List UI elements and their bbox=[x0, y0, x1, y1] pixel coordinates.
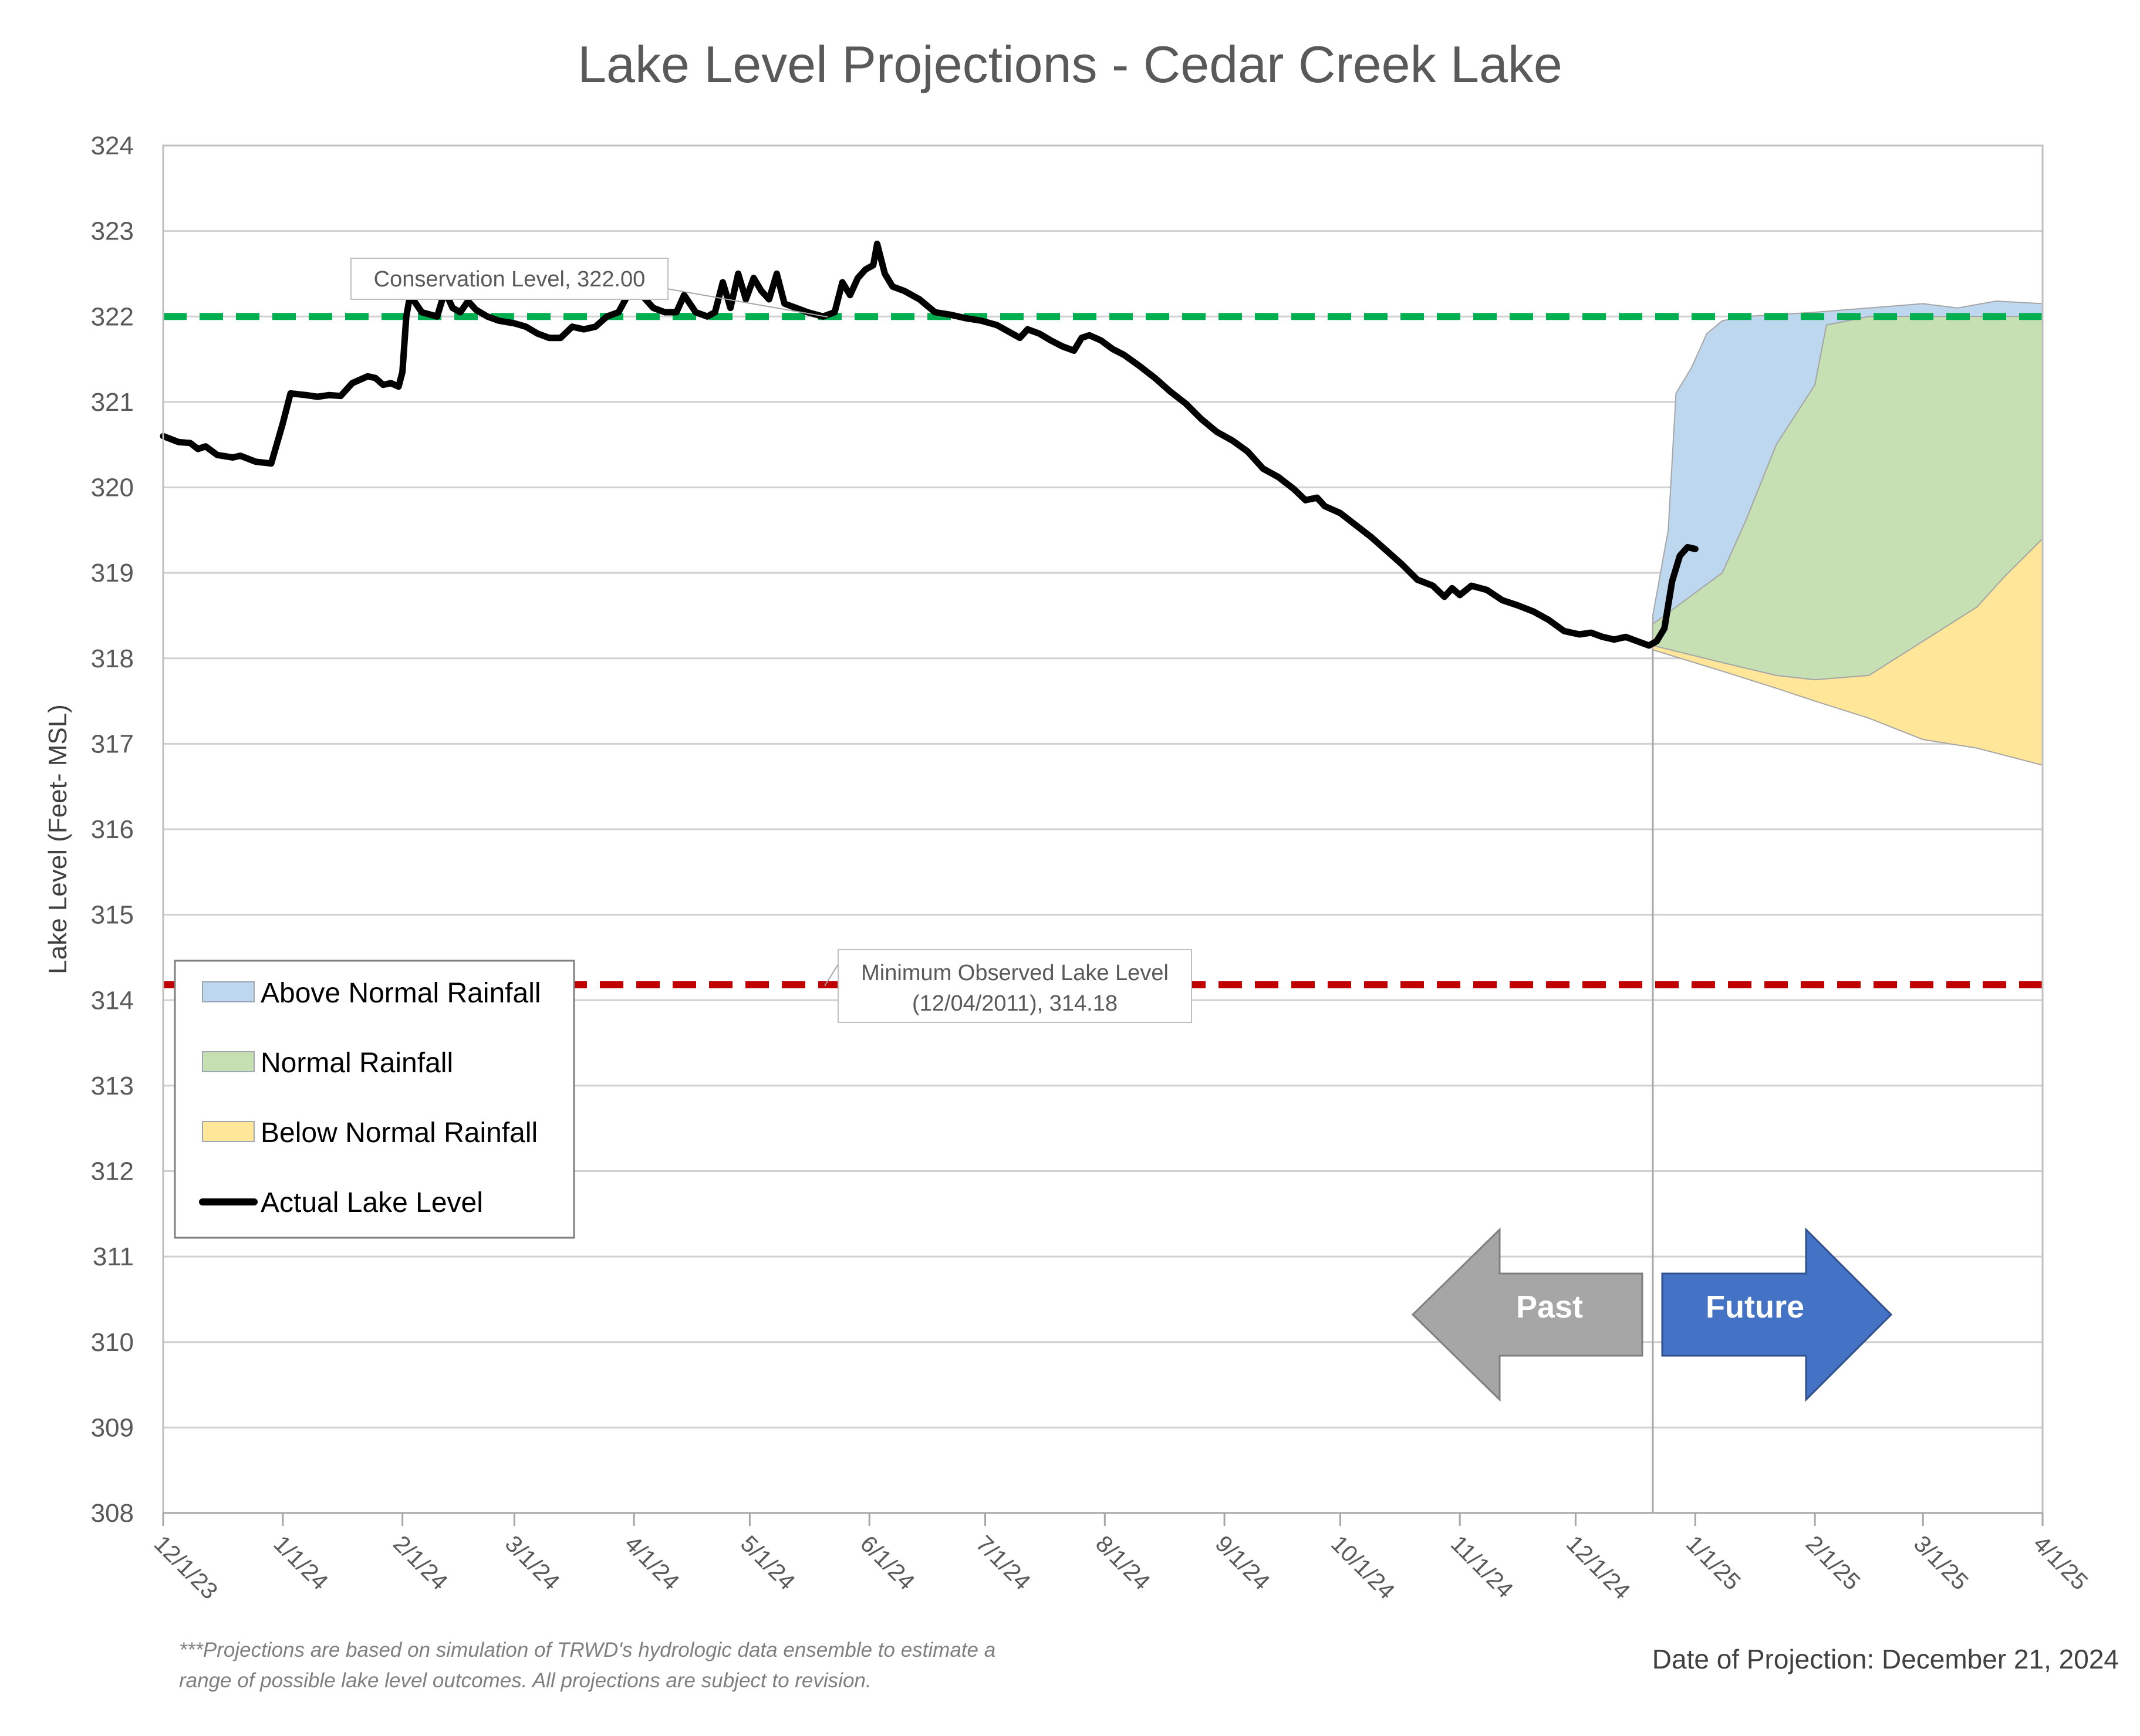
conservation-callout: Conservation Level, 322.00 bbox=[350, 258, 828, 318]
legend-swatch-normal bbox=[202, 1051, 255, 1072]
legend-label-below-normal: Below Normal Rainfall bbox=[261, 1117, 538, 1149]
y-tick-labels: 308 309 310 311 312 313 314 315 316 317 318 319 320 3… bbox=[91, 131, 134, 1528]
projection-date-note: Date of Projection: December 21, 2024 bbox=[1652, 1644, 2119, 1674]
actual-level-line bbox=[160, 241, 1699, 649]
footnote-line-1: ***Projections are based on simulation o… bbox=[179, 1639, 995, 1661]
y-tick-label-314: 314 bbox=[91, 986, 134, 1015]
y-axis-label: Lake Level (Feet- MSL) bbox=[43, 704, 72, 974]
future-label: Future bbox=[1706, 1289, 1804, 1325]
projection-areas bbox=[1652, 300, 2043, 766]
past-arrow: Past bbox=[1411, 1227, 1643, 1402]
actual-level-line-group bbox=[160, 241, 1699, 649]
y-tick-label-312: 312 bbox=[91, 1157, 134, 1186]
minimum-callout-leader bbox=[824, 962, 840, 987]
y-tick-label-309: 309 bbox=[91, 1413, 134, 1442]
chart-title: Lake Level Projections - Cedar Creek Lak… bbox=[578, 35, 1562, 93]
y-tick-label-323: 323 bbox=[91, 217, 134, 246]
y-tick-label-316: 316 bbox=[91, 815, 134, 844]
conservation-callout-box bbox=[350, 258, 669, 300]
legend-swatch-below-normal bbox=[202, 1121, 255, 1142]
legend: Above Normal Rainfall Normal Rainfall Be… bbox=[174, 960, 575, 1239]
footnote-line-2: range of possible lake level outcomes. A… bbox=[179, 1669, 872, 1692]
past-arrow-shape bbox=[1411, 1227, 1643, 1402]
legend-label-above-normal: Above Normal Rainfall bbox=[261, 978, 541, 1009]
y-tick-label-320: 320 bbox=[91, 474, 134, 502]
y-tick-label-321: 321 bbox=[91, 388, 134, 417]
legend-label-normal: Normal Rainfall bbox=[261, 1048, 453, 1079]
minimum-callout-label-line2: (12/04/2011), 314.18 bbox=[912, 991, 1118, 1016]
conservation-callout-leader bbox=[660, 287, 828, 318]
y-tick-label-318: 318 bbox=[91, 644, 134, 673]
legend-box bbox=[174, 960, 575, 1239]
minimum-callout-box bbox=[838, 949, 1192, 1023]
y-tick-label-322: 322 bbox=[91, 302, 134, 331]
y-tick-label-317: 317 bbox=[91, 729, 134, 758]
conservation-callout-label: Conservation Level, 322.00 bbox=[374, 267, 646, 292]
y-tick-label-324: 324 bbox=[91, 131, 134, 160]
future-arrow-shape bbox=[1661, 1227, 1893, 1402]
y-tick-label-313: 313 bbox=[91, 1072, 134, 1100]
y-tick-label-310: 310 bbox=[91, 1328, 134, 1357]
y-tick-label-319: 319 bbox=[91, 559, 134, 587]
legend-swatch-above-normal bbox=[202, 981, 255, 1002]
legend-label-actual: Actual Lake Level bbox=[261, 1187, 483, 1218]
axes bbox=[162, 144, 2044, 1526]
y-tick-label-311: 311 bbox=[93, 1242, 134, 1271]
y-tick-label-308: 308 bbox=[91, 1499, 134, 1528]
y-tick-label-315: 315 bbox=[91, 901, 134, 930]
minimum-level-callout: Minimum Observed Lake Level (12/04/2011)… bbox=[824, 949, 1192, 1023]
future-arrow: Future bbox=[1661, 1227, 1893, 1402]
minimum-callout-label-line1: Minimum Observed Lake Level bbox=[861, 961, 1169, 985]
past-label: Past bbox=[1516, 1289, 1583, 1325]
